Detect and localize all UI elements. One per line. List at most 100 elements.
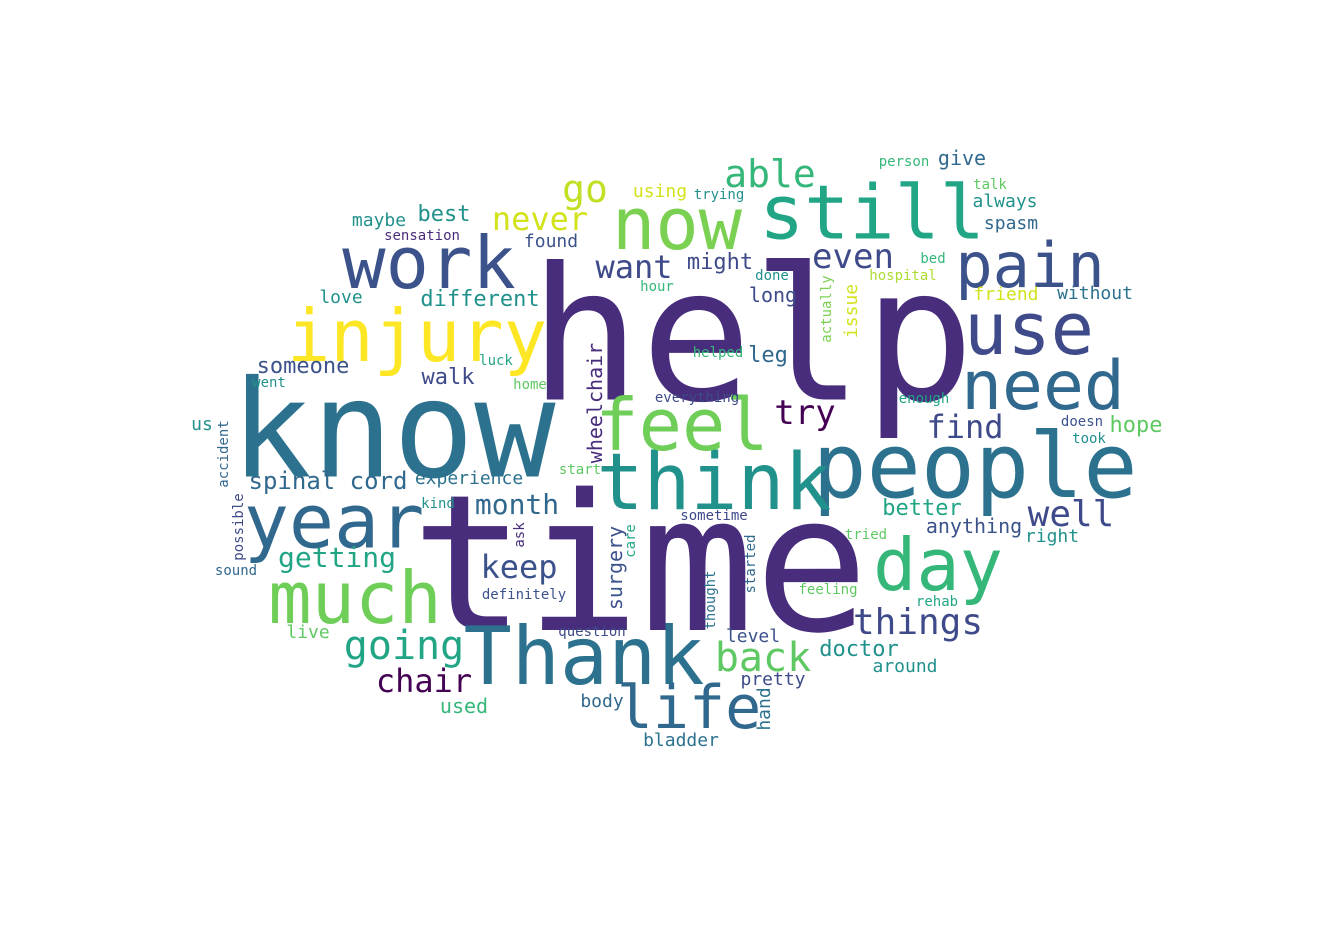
word-different: different [420,287,540,312]
word-people: people [812,414,1138,519]
word-trying: trying [693,187,745,203]
word-tried: tried [844,527,888,543]
word-bladder: bladder [643,730,719,751]
word-leg: leg [748,343,788,368]
word-home: home [513,377,547,393]
word-without: without [1057,283,1133,304]
word-even: even [812,237,894,277]
word-hospital: hospital [869,268,937,284]
word-long: long [748,283,798,307]
word-spasm: spasm [983,213,1039,234]
word-rehab: rehab [915,594,959,610]
word-definitely: definitely [481,587,567,603]
word-helped: helped [692,345,744,361]
word-accident: accident [216,420,232,488]
word-use: use [963,287,1095,371]
word-doesn: doesn [1060,414,1104,430]
word-live: live [286,622,330,643]
word-possible: possible [231,493,247,561]
word-still: still [759,168,985,257]
word-care: care [623,524,639,558]
word-spinal-cord: spinal cord [248,467,408,495]
word-need: need [961,347,1125,426]
word-things: things [852,602,984,643]
word-going: going [343,623,465,669]
word-keep: keep [480,548,558,586]
word-back: back [714,635,812,681]
word-sound: sound [214,563,258,579]
word-chair: chair [375,662,473,700]
word-time: time [411,454,869,675]
word-injury: injury [286,294,548,378]
word-pain: pain [955,229,1105,302]
word-person: person [878,154,930,170]
word-want: want [595,248,673,286]
word-doctor: doctor [819,637,899,662]
word-now: now [611,182,743,266]
word-friend: friend [973,284,1039,305]
word-us: us [191,414,213,435]
word-actually: actually [819,275,835,343]
word-done: done [755,268,789,284]
word-issue: issue [841,283,862,339]
word-go: go [562,167,608,211]
word-experience: experience [414,468,524,489]
word-level: level [725,626,781,647]
word-feeling: feeling [798,582,858,598]
word-kind: kind [421,496,455,512]
word-maybe: maybe [351,210,407,231]
word-bed: bed [920,251,946,267]
word-hour: hour [640,279,674,295]
word-started: started [743,534,759,594]
word-sensation: sensation [384,228,460,244]
word-well: well [1027,494,1115,535]
word-anything: anything [925,514,1023,538]
word-using: using [632,181,688,202]
word-find: find [926,408,1004,446]
word-sometime: sometime [680,508,748,524]
word-love: love [319,287,363,308]
word-question: question [558,624,626,640]
word-might: might [686,250,754,275]
word-year: year [243,477,425,566]
word-enough: enough [898,391,950,407]
word-day: day [872,523,1004,607]
word-surgery: surgery [603,525,627,611]
word-life: life [616,673,762,743]
word-hand: hand [754,687,775,731]
word-wheelchair: wheelchair [583,342,607,464]
word-someone: someone [256,354,350,379]
word-used: used [439,694,489,718]
word-getting: getting [277,541,397,574]
word-think: think [596,438,832,528]
word-thought: thought [703,570,719,630]
word-ask: ask [512,522,528,548]
word-found: found [523,231,579,252]
word-pretty: pretty [740,669,806,690]
word-went: went [252,375,286,391]
word-try: try [774,393,836,433]
word-everything: everything [654,390,740,406]
word-right: right [1024,526,1080,547]
word-best: best [417,202,471,227]
word-luck: luck [479,353,513,369]
word-around: around [872,656,938,677]
word-always: always [972,191,1038,212]
word-took: took [1072,431,1106,447]
word-month: month [474,488,560,521]
word-never: never [491,200,589,238]
word-talk: talk [973,177,1007,193]
word-help: help [529,227,975,444]
word-know: know [230,351,556,509]
word-body: body [580,691,624,712]
word-walk: walk [421,365,475,390]
word-start: start [558,462,602,478]
word-feel: feel [595,383,769,467]
word-much: much [268,556,442,640]
word-hope: hope [1109,413,1163,438]
word-better: better [882,496,962,521]
word-thank: Thank [463,610,705,703]
word-able: able [724,152,816,196]
word-give: give [937,146,987,170]
